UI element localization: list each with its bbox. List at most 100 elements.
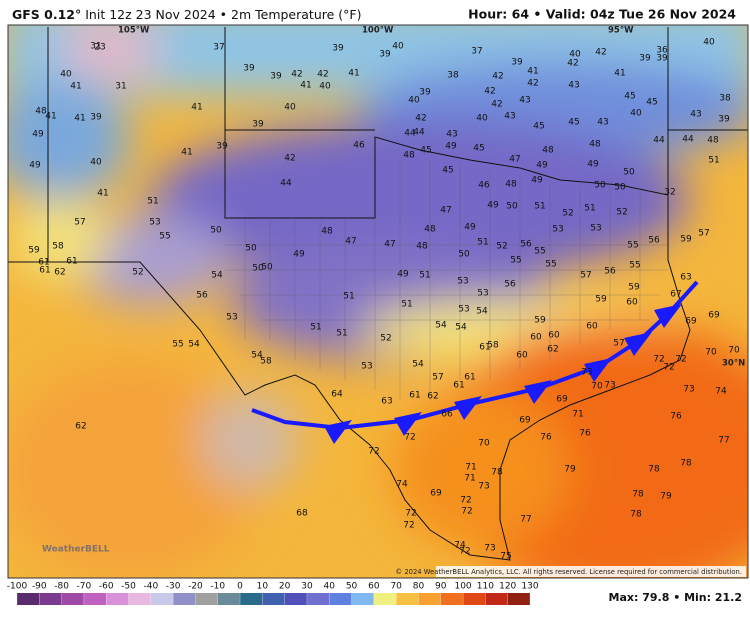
station-value: 50: [458, 250, 470, 260]
station-value: 37: [471, 47, 482, 57]
front-triangle: [394, 412, 422, 436]
station-value: 61: [409, 391, 420, 401]
station-value: 72: [404, 433, 415, 443]
station-value: 52: [616, 208, 627, 218]
colorbar-swatch: [17, 593, 40, 605]
colorbar-swatch: [61, 593, 84, 605]
lon-label: 95°W: [608, 26, 634, 36]
colorbar-swatch: [373, 593, 397, 605]
station-value: 43: [690, 110, 701, 120]
station-value: 69: [430, 489, 442, 499]
station-value: 69: [685, 317, 697, 327]
station-value: 56: [604, 267, 616, 277]
station-value: 40: [703, 38, 715, 48]
station-value: 60: [548, 331, 560, 341]
station-value: 61: [39, 266, 50, 276]
station-value: 39: [332, 44, 344, 54]
station-value: 48: [424, 225, 436, 235]
logo: WeatherBELL: [42, 545, 110, 555]
station-value: 78: [632, 490, 644, 500]
station-value: 43: [519, 96, 530, 106]
colorbar-label: -100: [7, 582, 28, 592]
station-value: 68: [296, 509, 308, 519]
station-value: 55: [627, 241, 638, 251]
station-value: 75: [500, 552, 511, 562]
station-value: 49: [536, 161, 548, 171]
station-value: 55: [172, 340, 183, 350]
colorbar-swatch: [128, 593, 151, 605]
station-value: 44: [653, 136, 665, 146]
station-value: 39: [90, 113, 102, 123]
station-value: 40: [90, 158, 102, 168]
station-value: 41: [527, 67, 538, 77]
station-value: 45: [646, 98, 657, 108]
station-value: 50: [261, 263, 273, 273]
station-value: 52: [132, 268, 143, 278]
header-title: GFS 0.12° Init 12z 23 Nov 2024 • 2m Temp…: [12, 7, 361, 22]
station-value: 62: [75, 422, 86, 432]
station-value: 51: [708, 156, 719, 166]
station-value: 48: [35, 107, 47, 117]
station-value: 42: [484, 87, 495, 97]
station-value: 50: [245, 244, 257, 254]
station-value: 53: [552, 225, 563, 235]
station-value: 55: [534, 247, 545, 257]
station-value: 53: [477, 289, 488, 299]
station-value: 42: [415, 114, 426, 124]
station-value: 51: [343, 292, 354, 302]
station-value: 49: [397, 270, 409, 280]
map-frame: [7, 24, 749, 579]
station-value: 40: [319, 82, 331, 92]
station-value: 40: [60, 70, 72, 80]
station-value: 49: [531, 176, 543, 186]
colorbar-swatch: [106, 593, 129, 605]
station-value: 45: [624, 92, 635, 102]
station-value: 38: [447, 71, 459, 81]
station-value: 58: [260, 357, 272, 367]
station-value: 49: [464, 223, 476, 233]
station-value: 50: [252, 264, 264, 274]
station-value: 60: [626, 298, 638, 308]
station-value: 54: [188, 340, 200, 350]
station-value: 69: [519, 416, 531, 426]
station-value: 57: [74, 218, 85, 228]
station-value: 56: [196, 291, 208, 301]
colorbar-label: -60: [99, 582, 114, 592]
station-value: 41: [191, 103, 202, 113]
station-value: 54: [251, 351, 263, 361]
front-triangle: [654, 304, 682, 328]
station-value: 54: [455, 323, 467, 333]
station-value: 59: [595, 295, 607, 305]
station-value: 47: [345, 237, 356, 247]
lon-label: 105°W: [118, 26, 150, 36]
colorbar-swatch: [329, 593, 352, 605]
station-value: 47: [509, 155, 520, 165]
county-grid: [225, 160, 668, 400]
colorbar-label: 130: [521, 582, 538, 592]
station-value: 71: [465, 463, 476, 473]
station-value: 48: [589, 140, 601, 150]
station-value: 59: [628, 283, 640, 293]
station-value: 43: [446, 130, 457, 140]
station-value: 48: [542, 146, 554, 156]
station-value: 41: [614, 69, 625, 79]
station-value: 62: [427, 392, 438, 402]
station-value: 70: [728, 346, 740, 356]
station-value: 41: [70, 82, 81, 92]
station-value: 55: [510, 256, 521, 266]
station-value: 45: [473, 144, 484, 154]
station-value: 69: [556, 395, 568, 405]
state-borders: [8, 27, 748, 561]
station-value: 39: [656, 54, 668, 64]
station-value: 31: [115, 82, 126, 92]
station-value: 51: [401, 300, 412, 310]
station-value: 40: [569, 50, 581, 60]
station-value: 45: [442, 166, 453, 176]
front-line: [251, 280, 699, 431]
colorbar-label: -40: [143, 582, 158, 592]
station-value: 55: [545, 260, 556, 270]
station-value: 51: [534, 202, 545, 212]
station-value: 32: [664, 188, 675, 198]
